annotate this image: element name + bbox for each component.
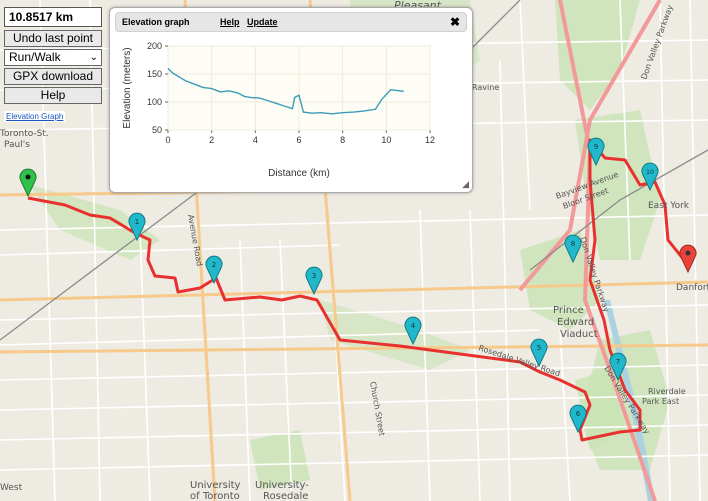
waypoint-marker-1[interactable]: 1 [128,212,146,242]
help-button[interactable]: Help [4,87,102,104]
elevation-update-link[interactable]: Update [247,17,278,27]
elevation-help-link[interactable]: Help [220,17,240,27]
waypoint-marker-3[interactable]: 3 [305,266,323,296]
waypoint-label: 9 [594,143,598,151]
y-tick-label: 50 [152,125,162,135]
close-icon[interactable]: ✖ [449,15,460,29]
map-label-toronto-st-pauls: Toronto-St. [0,129,49,139]
map-label-park-east: Park East [642,397,679,406]
waypoint-label: 10 [646,169,654,176]
gpx-download-button[interactable]: GPX download [4,68,102,85]
waypoint-label: 8 [571,240,575,248]
elevation-panel-title: Elevation graph [122,17,190,27]
waypoint-marker-2[interactable]: 2 [205,255,223,285]
waypoint-marker-7[interactable]: 7 [609,352,627,382]
map-label-east-york: East York [648,201,690,211]
map-label-rosedale: Rosedale [263,491,308,501]
x-axis-label: Distance (km) [268,168,330,179]
waypoint-label: 1 [135,218,139,226]
map-label-prince: Prince [553,305,584,316]
elevation-graph-panel: Elevation graph Help Update ✖ 0 2 4 6 8 10 12 5… [109,7,473,193]
map-label-ravine: Ravine [472,83,499,92]
y-tick-label: 150 [147,69,162,79]
y-tick-label: 200 [147,41,162,51]
route-line [27,138,690,442]
map-label-university-rosedale: University- [255,480,309,491]
elevation-panel-header[interactable]: Elevation graph Help Update ✖ [115,12,467,32]
x-tick-label: 4 [253,135,258,145]
x-tick-label: 6 [296,135,301,145]
y-axis-label: Elevation (meters) [122,47,133,128]
map-label-university: University [190,480,241,491]
undo-last-point-button[interactable]: Undo last point [4,30,102,47]
water-areas [604,300,655,501]
waypoint-label: 7 [616,358,620,366]
waypoint-marker-10[interactable]: 10 [641,162,659,192]
map-label-riverdale: Riverdale [648,387,686,396]
waypoint-label: 5 [537,344,541,352]
waypoint-marker-5[interactable]: 5 [530,338,548,368]
waypoint-marker-4[interactable]: 4 [404,316,422,346]
x-tick-label: 10 [381,135,391,145]
map-label-danforth: Danforth [676,283,708,293]
map-label-toronto-st-pauls-2: Paul's [4,140,30,150]
elevation-series-line [167,67,404,115]
map-label-west: West [0,483,23,493]
map-label-of-toronto: of Toronto [190,491,240,501]
waypoint-label: 4 [411,322,416,330]
map-label-viaduct: Viaduct [560,329,598,340]
activity-mode-select[interactable]: Run/Walk ⌄ [4,49,102,66]
waypoint-label: 2 [212,261,216,269]
route-controls: 10.8517 km Undo last point Run/Walk ⌄ GP… [4,7,102,124]
end-marker[interactable] [679,244,697,274]
activity-mode-value: Run/Walk [9,50,61,64]
waypoint-marker-8[interactable]: 8 [564,234,582,264]
x-tick-label: 12 [425,135,435,145]
distance-readout: 10.8517 km [4,7,102,27]
waypoint-label: 6 [576,410,581,418]
x-tick-label: 0 [165,135,170,145]
elevation-chart: 0 2 4 6 8 10 12 50 100 150 200 Distance (km) Elevati… [122,41,435,179]
y-tick-label: 100 [147,97,162,107]
resize-handle-icon[interactable]: ◢ [462,179,469,189]
chevron-down-icon: ⌄ [89,52,98,63]
waypoint-label: 3 [312,272,316,280]
map-label-edward: Edward [557,317,594,328]
x-tick-label: 2 [209,135,214,145]
start-marker[interactable] [19,168,37,198]
waypoint-marker-9[interactable]: 9 [587,137,605,167]
x-tick-label: 8 [340,135,345,145]
waypoint-marker-6[interactable]: 6 [569,404,587,434]
elevation-graph-link[interactable]: Elevation Graph [4,111,66,122]
